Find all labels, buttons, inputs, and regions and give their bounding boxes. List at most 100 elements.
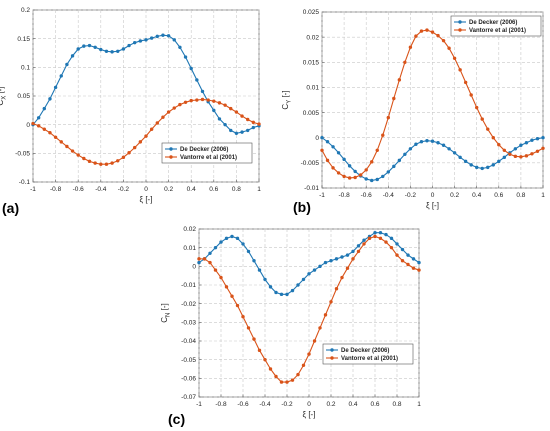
x-tick-label: -0.6 bbox=[237, 401, 249, 408]
data-point bbox=[486, 165, 490, 170]
x-tick-label: -0.8 bbox=[215, 401, 227, 408]
y-tick-label: 0.015 bbox=[303, 59, 320, 66]
data-point bbox=[353, 175, 357, 180]
data-point bbox=[486, 127, 490, 131]
data-point bbox=[279, 380, 284, 384]
data-point bbox=[213, 245, 218, 250]
data-point bbox=[31, 121, 35, 126]
y-axis-label: CY [-] bbox=[281, 90, 293, 109]
data-point bbox=[246, 117, 250, 122]
legend-marker bbox=[458, 20, 462, 24]
data-point bbox=[513, 147, 518, 151]
data-point bbox=[70, 54, 75, 58]
data-point bbox=[82, 44, 86, 48]
x-tick-label: 0.8 bbox=[232, 186, 241, 193]
data-point bbox=[212, 99, 216, 103]
data-point bbox=[93, 161, 97, 165]
y-tick-label: 0 bbox=[192, 264, 196, 271]
data-point bbox=[373, 234, 377, 239]
data-point bbox=[296, 283, 300, 287]
data-point bbox=[213, 268, 218, 272]
data-point bbox=[513, 154, 518, 159]
data-point bbox=[425, 139, 429, 143]
y-tick-label: 0.02 bbox=[183, 226, 196, 233]
series-de-decker bbox=[320, 136, 545, 183]
data-point bbox=[59, 140, 63, 144]
data-point bbox=[408, 147, 413, 151]
x-tick-label: -0.8 bbox=[50, 186, 62, 193]
data-point bbox=[318, 326, 322, 330]
data-point bbox=[240, 130, 244, 134]
x-tick-label: 0.6 bbox=[370, 401, 379, 408]
data-point bbox=[392, 96, 396, 101]
data-point bbox=[325, 158, 330, 163]
y-tick-label: 0.2 bbox=[21, 7, 30, 14]
data-point bbox=[246, 249, 251, 254]
data-point bbox=[127, 151, 131, 155]
data-point bbox=[447, 46, 451, 50]
data-point bbox=[274, 374, 278, 379]
data-point bbox=[246, 128, 250, 133]
data-point bbox=[257, 268, 262, 272]
data-point bbox=[48, 97, 52, 101]
data-point bbox=[373, 231, 377, 235]
data-point bbox=[381, 133, 385, 137]
data-point bbox=[351, 257, 355, 261]
data-point bbox=[340, 255, 344, 259]
panel-label: (b) bbox=[293, 199, 311, 215]
data-point bbox=[342, 174, 346, 179]
data-point bbox=[441, 143, 446, 147]
data-point bbox=[329, 300, 333, 304]
data-point bbox=[323, 313, 328, 317]
data-point bbox=[312, 268, 317, 272]
data-point bbox=[263, 357, 267, 362]
data-point bbox=[290, 378, 295, 382]
data-point bbox=[99, 47, 103, 52]
data-point bbox=[397, 78, 402, 82]
data-point bbox=[491, 163, 495, 167]
chart-a: -1 -0.8 -0.6 -0.4 -0.2 0 0.2 0.4 0.6 0.8 1 -0.1 -0.0… bbox=[0, 7, 261, 216]
data-point bbox=[320, 136, 324, 140]
y-tick-label: 0.1 bbox=[21, 65, 30, 72]
data-point bbox=[370, 160, 374, 164]
chart-b: -1 -0.8 -0.6 -0.4 -0.2 0 0.2 0.4 0.6 0.8 1 -0.01 -0.… bbox=[281, 9, 545, 215]
data-point bbox=[285, 292, 289, 297]
legend-label: Vantorre et al (2001) bbox=[341, 356, 398, 362]
data-point bbox=[469, 93, 473, 97]
x-tick-label: 0.6 bbox=[209, 186, 218, 193]
x-tick-label: -0.2 bbox=[281, 401, 293, 408]
data-point bbox=[161, 115, 165, 119]
data-point bbox=[463, 80, 468, 85]
panel-label: (c) bbox=[168, 411, 185, 427]
data-point bbox=[497, 159, 501, 164]
data-point bbox=[223, 103, 227, 107]
data-point bbox=[406, 262, 410, 267]
data-point bbox=[334, 287, 339, 291]
data-point bbox=[331, 145, 335, 149]
data-point bbox=[419, 140, 424, 144]
data-point bbox=[336, 171, 341, 175]
data-point bbox=[208, 251, 212, 255]
x-tick-label: 1 bbox=[541, 192, 545, 199]
data-point bbox=[417, 268, 421, 272]
data-point bbox=[229, 106, 233, 111]
y-tick-label: 0.15 bbox=[17, 36, 30, 43]
data-point bbox=[133, 40, 137, 45]
x-tick-label: -0.2 bbox=[405, 192, 417, 199]
data-point bbox=[230, 294, 234, 298]
data-point bbox=[389, 236, 394, 241]
data-point bbox=[87, 43, 92, 48]
data-point bbox=[370, 178, 374, 183]
data-point bbox=[53, 85, 58, 90]
x-tick-label: -0.2 bbox=[118, 186, 130, 193]
data-point bbox=[36, 124, 41, 128]
data-point bbox=[76, 47, 80, 51]
data-point bbox=[378, 236, 383, 241]
data-point bbox=[197, 260, 201, 265]
data-point bbox=[42, 127, 46, 131]
data-point bbox=[458, 155, 462, 160]
y-tick-label: 0.025 bbox=[303, 9, 320, 16]
y-tick-label: -0.07 bbox=[181, 394, 196, 401]
x-tick-label: 1 bbox=[417, 401, 421, 408]
